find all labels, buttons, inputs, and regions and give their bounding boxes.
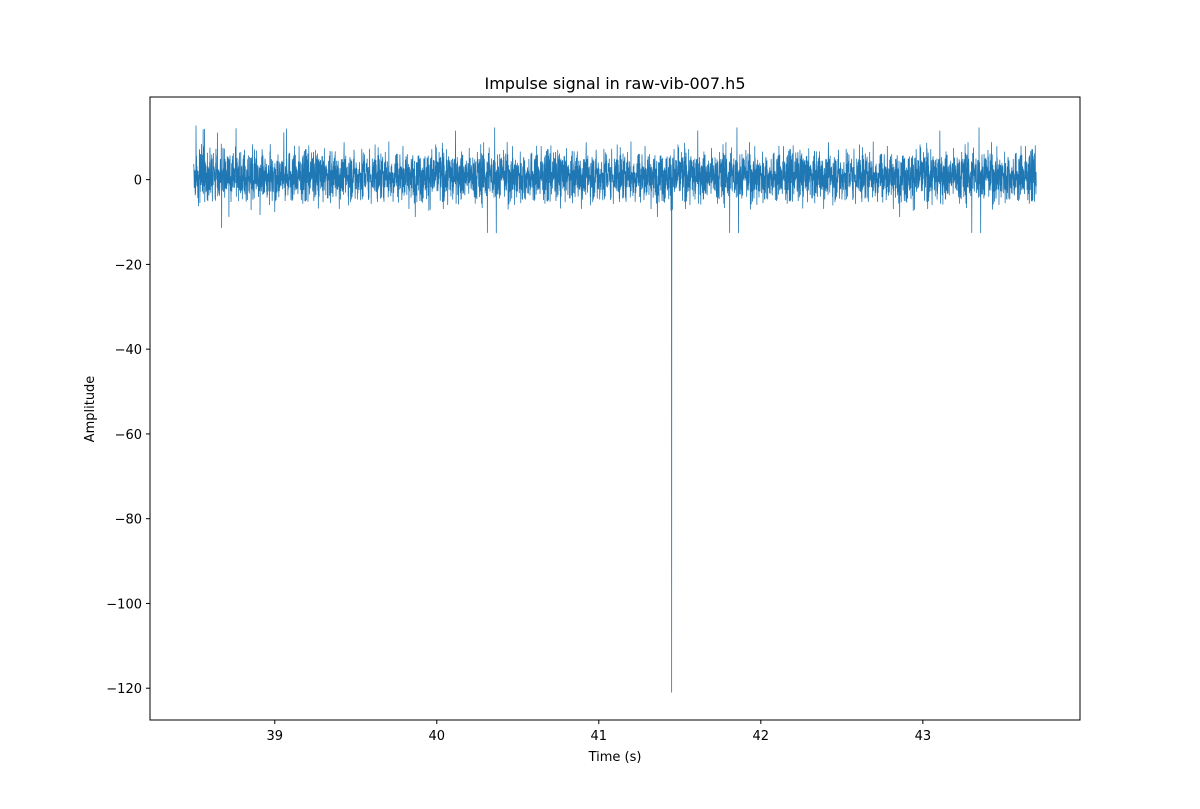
y-axis: 0 −20 −40 −60 −80 −100 −120: [106, 174, 150, 697]
y-tick-label: −20: [115, 258, 142, 273]
x-tick-label: 39: [266, 729, 283, 744]
y-tick-label: −100: [106, 597, 142, 612]
y-tick-label: 0: [134, 174, 142, 189]
y-tick-label: −80: [115, 513, 142, 528]
y-tick-label: −120: [106, 682, 142, 697]
x-axis-label: Time (s): [588, 750, 642, 765]
x-tick-label: 40: [429, 729, 446, 744]
x-tick-label: 43: [915, 729, 932, 744]
x-tick-label: 42: [753, 729, 770, 744]
signal-layer: [193, 125, 1037, 693]
signal-line: [193, 125, 1037, 693]
chart-title: Impulse signal in raw-vib-007.h5: [485, 74, 746, 93]
y-tick-label: −40: [115, 343, 142, 358]
axes-frame: [149, 96, 1081, 721]
y-tick-label: −60: [115, 428, 142, 443]
x-tick-label: 41: [591, 729, 608, 744]
y-axis-label: Amplitude: [83, 376, 98, 443]
x-axis: 39 40 41 42 43: [266, 720, 931, 744]
plot-area: [149, 96, 1081, 721]
